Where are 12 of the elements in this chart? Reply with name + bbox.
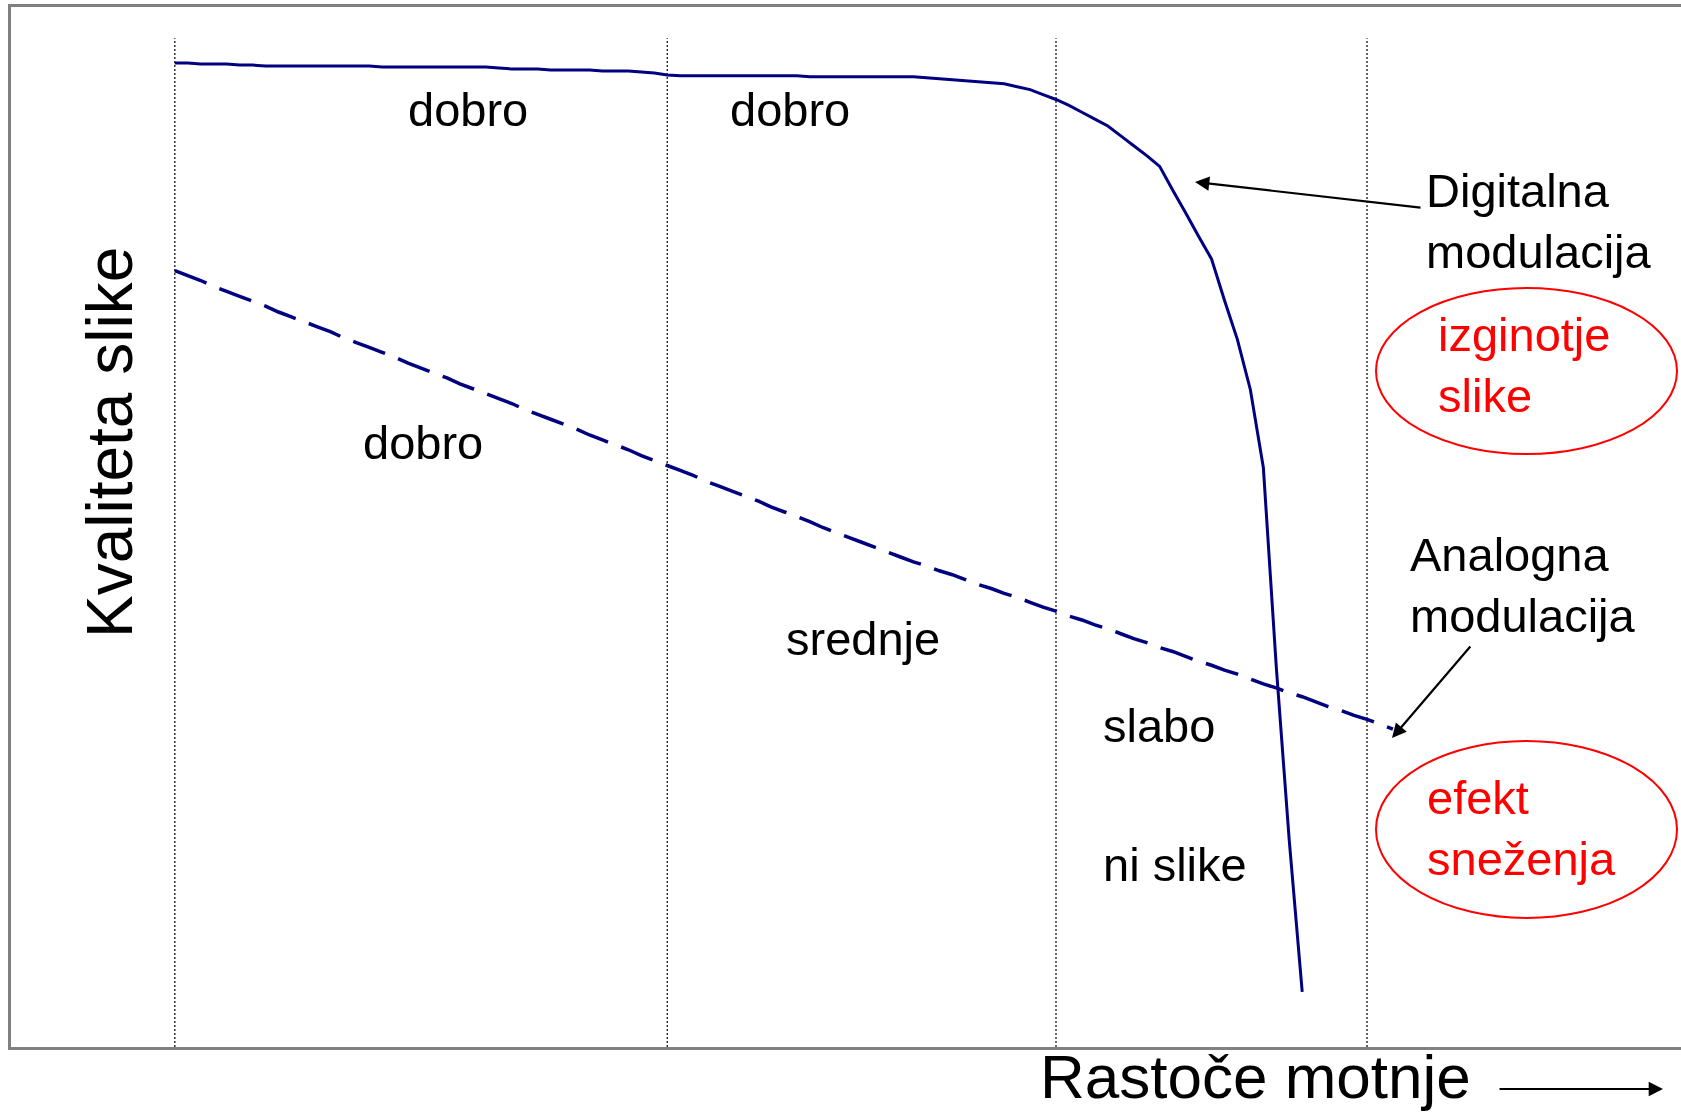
- text: izginotje slike: [1438, 308, 1611, 423]
- annotation: dobro: [408, 83, 529, 136]
- text: efekt sneženja: [1427, 771, 1616, 886]
- annotation: ni slike: [1103, 838, 1247, 891]
- annotation: dobro: [730, 83, 851, 136]
- annotation: slabo: [1103, 699, 1216, 752]
- series-label: Analogna modulacija: [1410, 528, 1636, 643]
- y-axis-title: Kvaliteta slike: [74, 246, 146, 638]
- text: Digitalna modulacija: [1426, 164, 1652, 279]
- annotation: srednje: [786, 612, 941, 665]
- x-axis-title: Rastoče motnje: [1040, 1042, 1471, 1111]
- annotation: dobro: [363, 416, 484, 469]
